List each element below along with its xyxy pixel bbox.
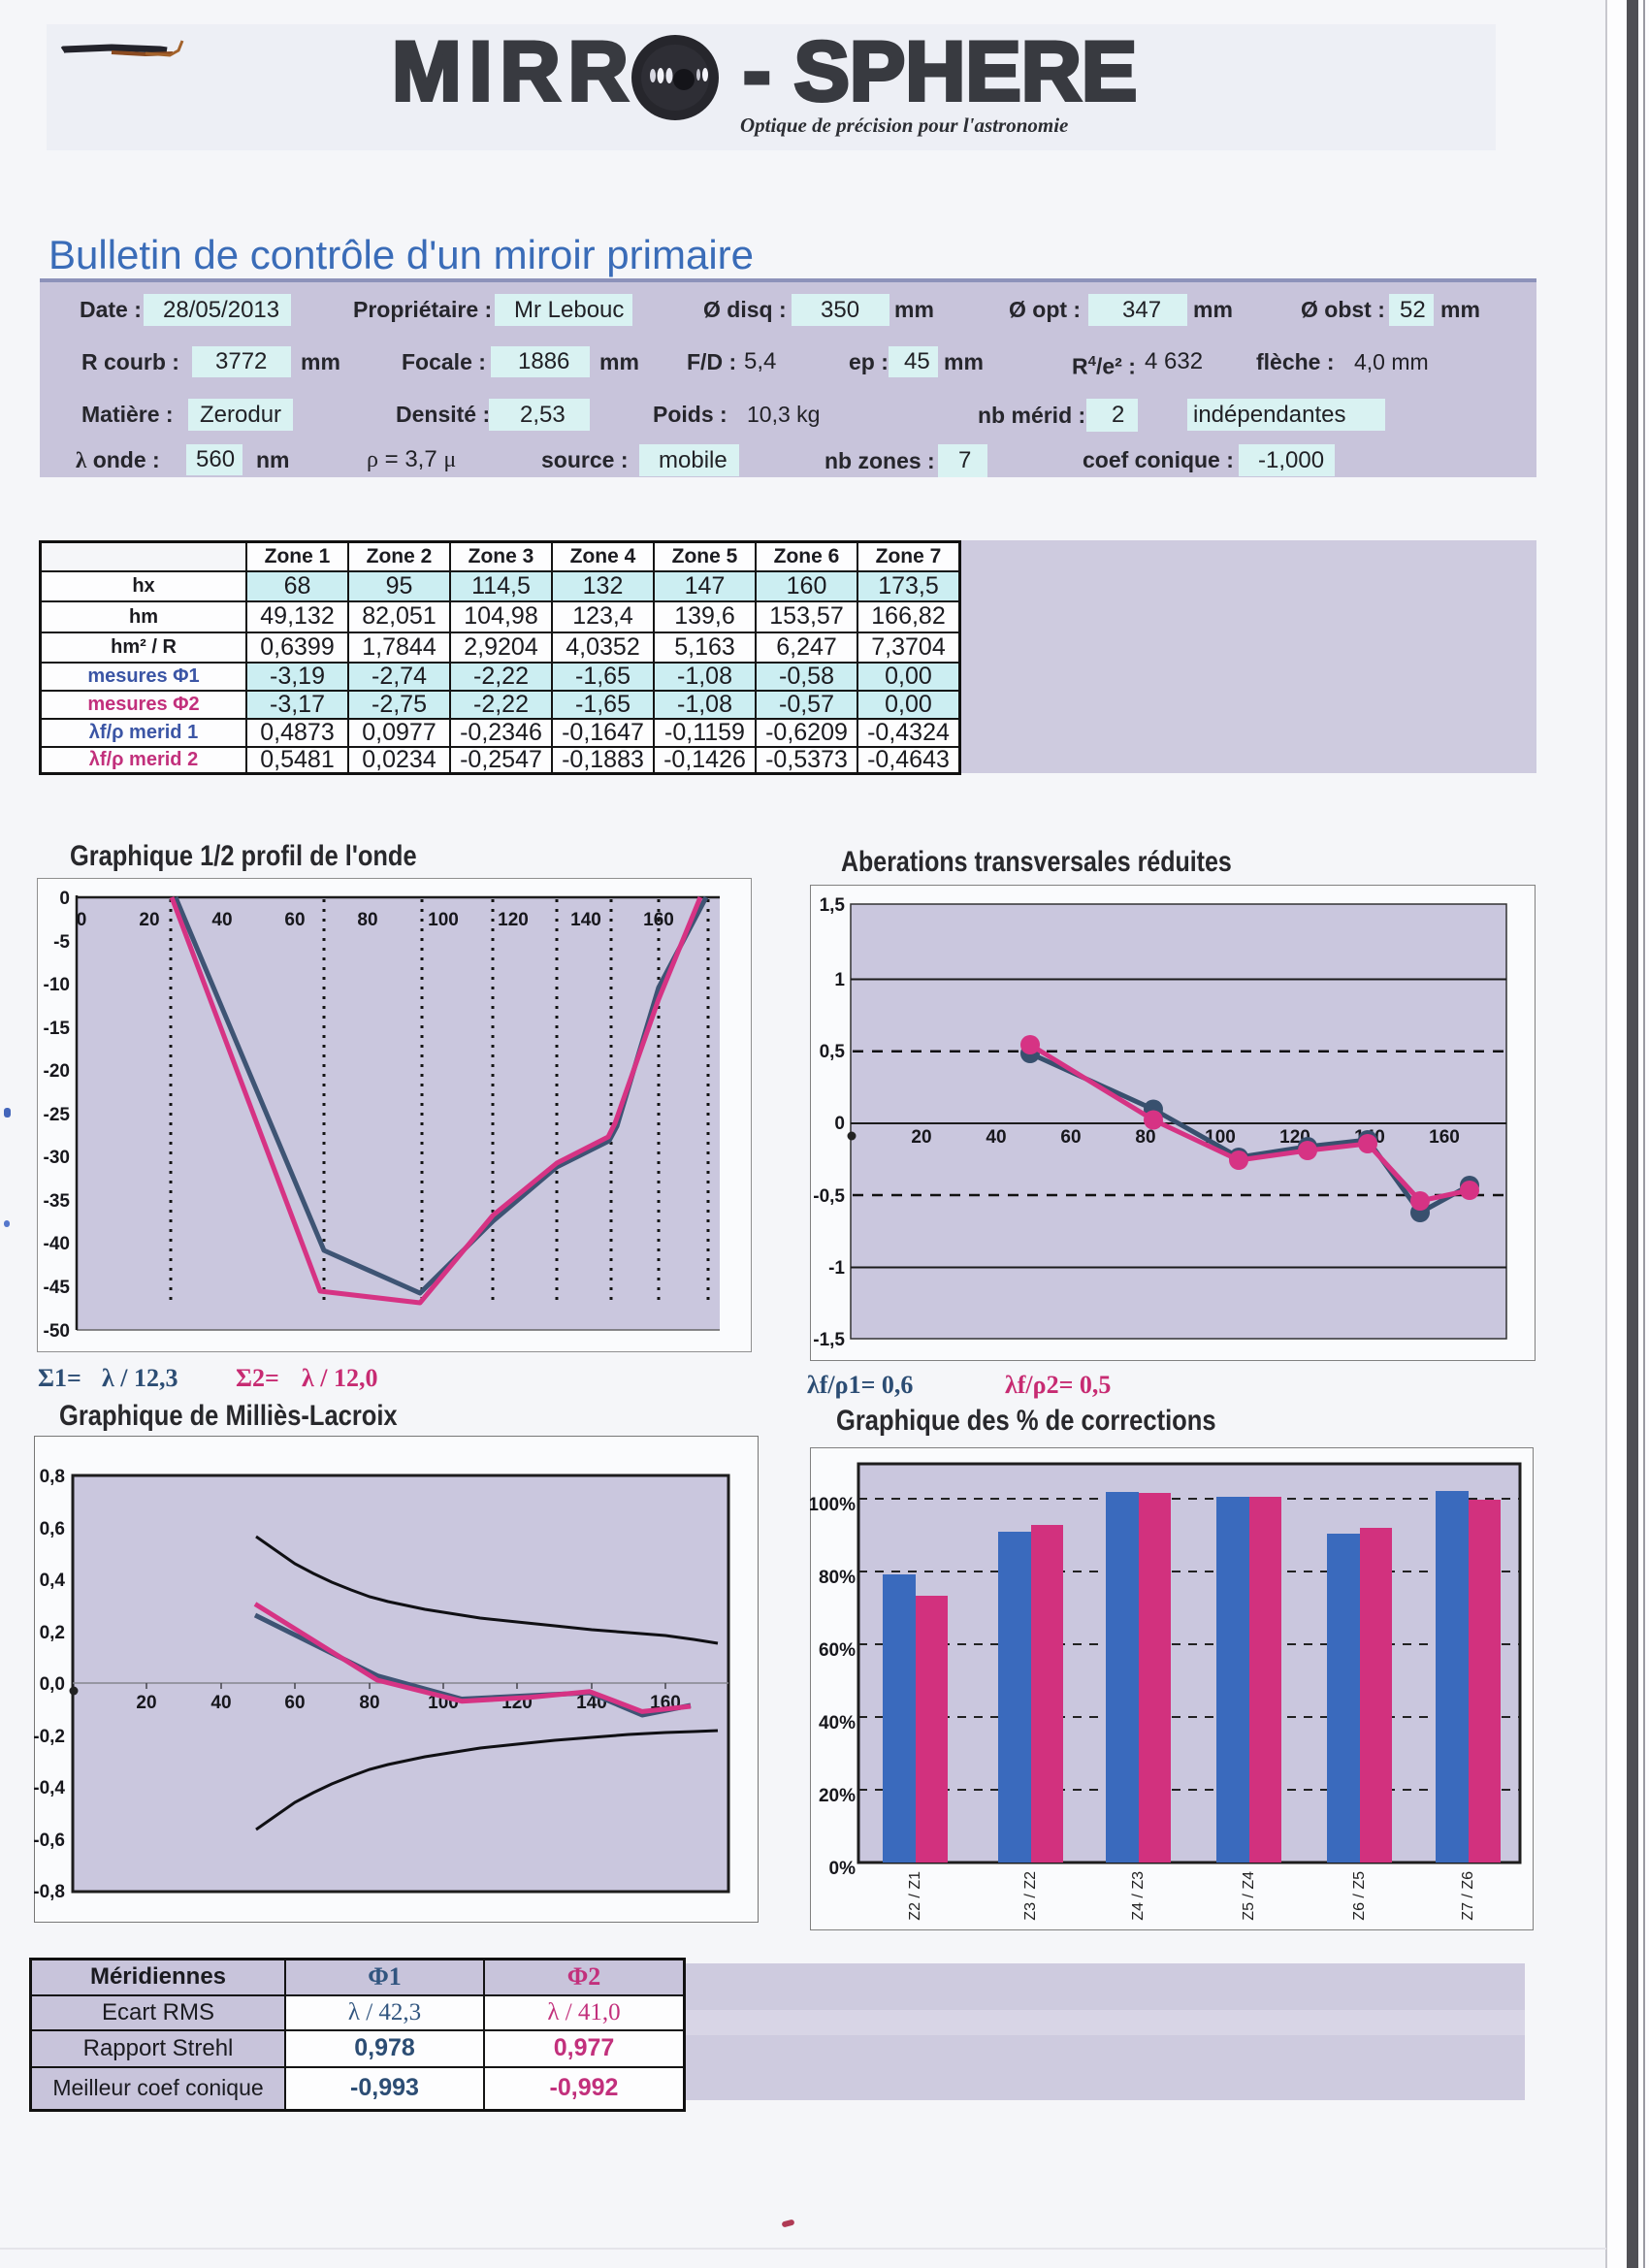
svg-text:Z3 / Z2: Z3 / Z2 — [1022, 1871, 1039, 1921]
svg-text:-35: -35 — [44, 1191, 71, 1212]
svg-text:120: 120 — [498, 910, 529, 930]
svg-text:0,5: 0,5 — [820, 1042, 846, 1062]
svg-text:140: 140 — [570, 910, 601, 930]
svg-text:60%: 60% — [819, 1640, 856, 1661]
svg-text:-0,2: -0,2 — [34, 1727, 65, 1747]
svg-text:-20: -20 — [44, 1061, 70, 1082]
svg-text:-1,5: -1,5 — [813, 1330, 845, 1350]
svg-text:40: 40 — [211, 910, 232, 930]
svg-text:-25: -25 — [44, 1105, 71, 1125]
svg-text:-45: -45 — [44, 1278, 71, 1298]
svg-text:20: 20 — [136, 1693, 156, 1713]
svg-text:1,5: 1,5 — [820, 895, 846, 916]
svg-text:0,6: 0,6 — [40, 1519, 65, 1539]
svg-text:80: 80 — [1135, 1127, 1155, 1148]
svg-text:-30: -30 — [44, 1148, 70, 1168]
svg-text:20: 20 — [911, 1127, 931, 1148]
svg-text:0,4: 0,4 — [40, 1571, 66, 1591]
svg-text:20: 20 — [139, 910, 159, 930]
svg-text:-15: -15 — [44, 1019, 71, 1039]
svg-text:80: 80 — [359, 1693, 379, 1713]
svg-text:80%: 80% — [819, 1568, 856, 1588]
svg-text:Z7 / Z6: Z7 / Z6 — [1460, 1871, 1476, 1921]
svg-text:40%: 40% — [819, 1713, 856, 1733]
svg-text:-50: -50 — [44, 1321, 70, 1342]
svg-text:0: 0 — [59, 889, 70, 909]
svg-text:-0,6: -0,6 — [34, 1831, 65, 1851]
svg-text:-40: -40 — [44, 1234, 70, 1254]
svg-text:1: 1 — [834, 970, 845, 990]
svg-text:40: 40 — [210, 1693, 231, 1713]
svg-text:60: 60 — [284, 910, 305, 930]
svg-text:-10: -10 — [44, 975, 70, 995]
svg-text:60: 60 — [284, 1693, 305, 1713]
svg-text:-0,4: -0,4 — [34, 1778, 65, 1798]
svg-text:100: 100 — [428, 910, 459, 930]
svg-text:-1: -1 — [828, 1258, 845, 1279]
svg-text:0: 0 — [77, 910, 87, 930]
svg-text:160: 160 — [1429, 1127, 1460, 1148]
svg-text:100%: 100% — [810, 1495, 856, 1515]
svg-text:40: 40 — [986, 1127, 1006, 1148]
svg-text:-5: -5 — [53, 932, 70, 953]
svg-text:60: 60 — [1060, 1127, 1081, 1148]
svg-text:-0,5: -0,5 — [813, 1186, 845, 1207]
svg-text:0,0: 0,0 — [40, 1674, 65, 1695]
svg-text:0,2: 0,2 — [40, 1623, 65, 1643]
svg-text:160: 160 — [643, 910, 674, 930]
svg-text:0,8: 0,8 — [40, 1467, 65, 1487]
svg-text:-0,8: -0,8 — [34, 1882, 65, 1902]
svg-text:Z2 / Z1: Z2 / Z1 — [907, 1871, 923, 1921]
svg-text:20%: 20% — [819, 1786, 856, 1806]
svg-text:80: 80 — [357, 910, 377, 930]
svg-text:Z5 / Z4: Z5 / Z4 — [1241, 1871, 1257, 1921]
svg-text:0: 0 — [834, 1114, 845, 1134]
svg-text:Z4 / Z3: Z4 / Z3 — [1130, 1871, 1147, 1921]
svg-text:Z6 / Z5: Z6 / Z5 — [1351, 1871, 1368, 1921]
svg-text:0%: 0% — [829, 1859, 857, 1879]
